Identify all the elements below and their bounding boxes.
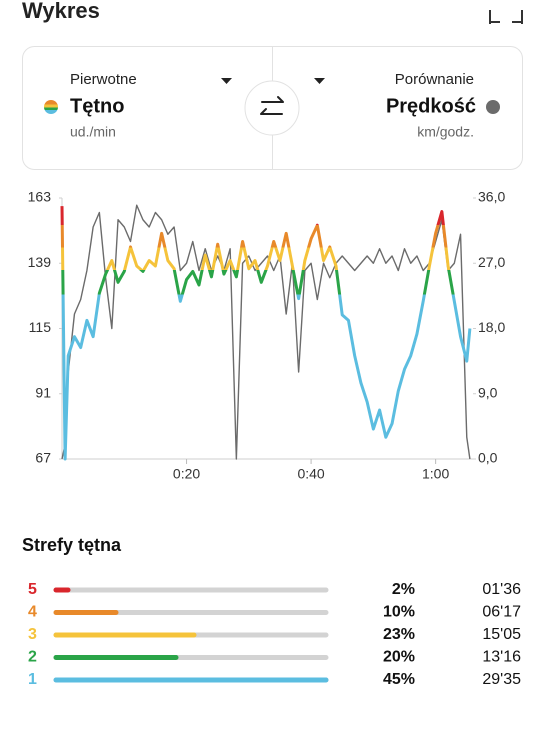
zone-time: 01'36 <box>482 581 521 598</box>
y-tick-label: 139 <box>28 254 52 270</box>
x-tick-label: 0:20 <box>173 466 200 482</box>
comparison-name: Prędkość <box>386 95 476 117</box>
swap-button[interactable] <box>244 80 300 136</box>
zone-time: 13'16 <box>482 649 521 666</box>
comparison-selector[interactable]: Porównanie Prędkość km/godz. <box>314 71 500 140</box>
y2-tick-label: 36,0 <box>478 189 505 205</box>
heart-rate-line <box>60 206 472 461</box>
primary-selector[interactable]: Pierwotne Tętno ud./min <box>44 71 232 140</box>
zone-number: 1 <box>28 671 37 688</box>
page-title: Wykres <box>22 0 100 23</box>
zone-time: 06'17 <box>482 604 521 621</box>
speed-icon <box>486 100 500 114</box>
zone-number: 2 <box>28 649 37 666</box>
zone-number: 5 <box>28 581 37 598</box>
y2-tick-label: 18,0 <box>478 319 505 335</box>
y-tick-label: 163 <box>28 189 52 205</box>
zone-time: 29'35 <box>482 671 521 688</box>
y-tick-label: 67 <box>35 450 51 466</box>
zone-percent: 20% <box>383 649 415 666</box>
y2-tick-label: 9,0 <box>478 384 498 400</box>
comparison-caption: Porównanie <box>395 71 474 88</box>
heart-rate-icon <box>44 100 58 114</box>
comparison-unit: km/godz. <box>417 124 474 140</box>
zone-percent: 2% <box>392 581 415 598</box>
y-tick-label: 115 <box>29 319 52 335</box>
x-tick-label: 0:40 <box>297 466 324 482</box>
primary-caption: Pierwotne <box>70 71 137 88</box>
zone-percent: 45% <box>383 671 415 688</box>
dropdown-arrow <box>314 78 325 84</box>
x-tick-label: 1:00 <box>422 466 449 482</box>
primary-name: Tętno <box>70 95 124 117</box>
zone-percent: 23% <box>383 626 415 643</box>
y-tick-label: 91 <box>35 384 51 400</box>
zones: Strefy tętna 5 2% 01'36 4 10% 06'17 3 23% 15'05 2… <box>22 535 521 688</box>
zone-number: 4 <box>28 604 37 621</box>
zone-percent: 10% <box>383 604 415 621</box>
dropdown-arrow <box>221 78 232 84</box>
zone-time: 15'05 <box>482 626 521 643</box>
y2-tick-label: 0,0 <box>478 450 498 466</box>
expand-button[interactable] <box>489 10 523 24</box>
y2-tick-label: 27,0 <box>478 254 505 270</box>
zones-title: Strefy tętna <box>22 535 122 555</box>
chart: 67 91 115 139 163 0,0 9,0 18,0 27,0 36,0 0:20 0:40 1… <box>28 189 506 482</box>
primary-unit: ud./min <box>70 124 116 140</box>
zone-number: 3 <box>28 626 37 643</box>
speed-line <box>61 204 471 460</box>
